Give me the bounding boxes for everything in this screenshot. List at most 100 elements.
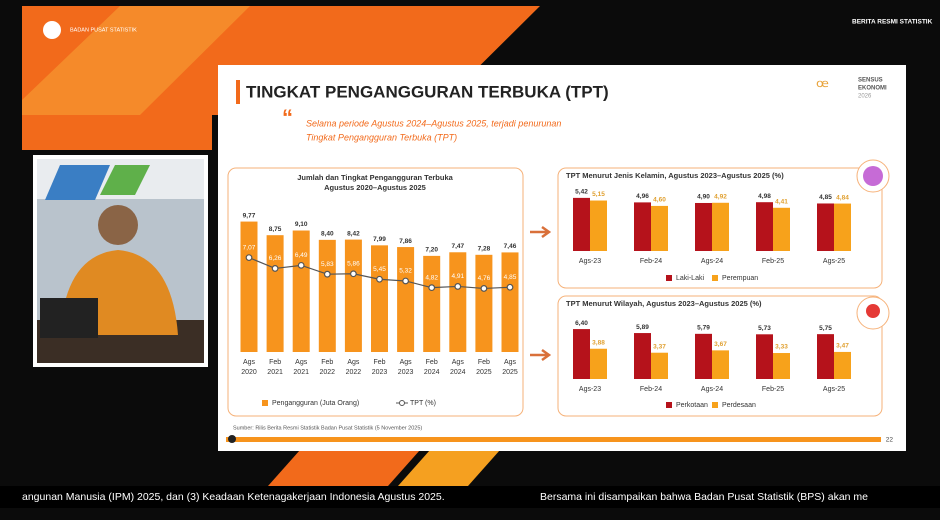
laptop (40, 298, 98, 338)
region-icon-fill (866, 304, 880, 318)
brand-logo: ꟹ (816, 76, 829, 98)
brand-text: 2026 (858, 94, 872, 100)
data-label: 4,82 (425, 274, 438, 281)
logo-text: BADAN PUSAT STATISTIK (70, 27, 137, 33)
line-point (297, 261, 305, 269)
bar (397, 247, 415, 352)
bar (712, 202, 729, 251)
ticker-text: angunan Manusia (IPM) 2025, dan (3) Kead… (22, 491, 445, 503)
data-label: 4,85 (504, 274, 517, 281)
line-point (480, 285, 488, 292)
legend-swatch (712, 275, 718, 281)
legend-swatch (666, 402, 672, 408)
data-label: 5,86 (347, 260, 360, 267)
legend-swatch (666, 275, 672, 281)
orange-shape-bottom (260, 450, 420, 495)
data-label: 5,83 (321, 261, 334, 268)
line-point (350, 270, 357, 278)
data-label: 5,45 (373, 266, 386, 273)
bar (318, 239, 336, 352)
bar (834, 203, 851, 251)
x-tick-label: Ags 2020 (241, 359, 257, 376)
data-label: 7,47 (451, 243, 464, 250)
bar (344, 239, 362, 352)
x-tick-label: Feb 2021 (267, 359, 283, 376)
bar (475, 254, 493, 352)
data-label: 3,37 (653, 343, 666, 350)
data-label: 8,40 (321, 231, 334, 238)
program-name: BERITA RESMI STATISTIK (852, 19, 933, 26)
quote-mark: “ (282, 105, 293, 130)
page-number: 22 (886, 437, 894, 444)
bar (834, 351, 851, 379)
data-label: 4,76 (478, 275, 491, 282)
bar (817, 334, 834, 379)
data-label: 5,32 (399, 268, 412, 275)
bar (449, 252, 467, 352)
ticker-bar (0, 486, 940, 508)
data-label: 5,79 (697, 325, 710, 332)
bar (266, 235, 284, 352)
chart-subtitle: Agustus 2020–Agustus 2025 (324, 183, 426, 192)
wall-logo (45, 165, 110, 200)
x-tick-label: Ags-23 (579, 258, 601, 265)
data-label: 4,96 (636, 193, 649, 200)
line-point (376, 275, 383, 283)
x-tick-label: Ags 2021 (293, 359, 309, 376)
chart-title: Jumlah dan Tingkat Pengangguran Terbuka (297, 173, 453, 182)
data-label: 5,89 (636, 324, 649, 331)
bar (590, 348, 607, 379)
line-point (428, 284, 436, 292)
bar (695, 202, 712, 251)
data-label: 4,84 (836, 194, 849, 201)
x-tick-label: Ags-25 (823, 258, 845, 265)
data-label: 6,26 (269, 255, 282, 262)
slide-title: TINGKAT PENGANGGURAN TERBUKA (TPT) (246, 82, 609, 101)
bar (501, 252, 519, 352)
line-point (454, 283, 462, 290)
bar (634, 202, 651, 251)
bar (240, 221, 258, 352)
data-label: 9,10 (295, 221, 308, 228)
data-label: 7,86 (399, 238, 412, 245)
x-tick-label: Ags-24 (701, 258, 723, 265)
bar (573, 329, 590, 379)
data-label: 3,33 (775, 344, 788, 351)
bar (695, 333, 712, 379)
data-label: 5,73 (758, 325, 771, 332)
legend-label: Laki-Laki (676, 275, 704, 282)
chart-title: TPT Menurut Jenis Kelamin, Agustus 2023–… (566, 171, 784, 180)
bar (590, 200, 607, 251)
legend-label: Pengangguran (Juta Orang) (272, 400, 359, 407)
legend-label: TPT (%) (410, 400, 436, 407)
data-label: 4,85 (819, 194, 832, 201)
source: Sumber: Rilis Berita Resmi Statistik Bad… (233, 425, 422, 431)
x-tick-label: Feb-24 (640, 258, 662, 265)
arrow (530, 225, 552, 239)
x-tick-label: Ags 2025 (502, 359, 518, 376)
x-tick-label: Feb 2025 (476, 359, 492, 376)
x-tick-label: Feb 2022 (320, 359, 336, 376)
data-label: 4,90 (697, 194, 710, 201)
line-point (506, 283, 514, 291)
line-point (271, 265, 279, 272)
data-label: 5,75 (819, 325, 832, 332)
data-label: 4,98 (758, 193, 771, 200)
bar (651, 205, 668, 251)
x-tick-label: Feb-25 (762, 386, 784, 393)
data-label: 4,41 (775, 199, 788, 206)
x-tick-label: Feb 2023 (372, 359, 388, 376)
data-label: 5,15 (592, 191, 605, 198)
x-tick-label: Ags-24 (701, 386, 723, 393)
data-label: 6,40 (575, 320, 588, 327)
bar (756, 334, 773, 379)
legend-swatch (399, 400, 405, 406)
data-label: 7,07 (243, 244, 256, 251)
data-label: 4,91 (451, 273, 464, 280)
data-label: 3,67 (714, 341, 727, 348)
x-tick-label: Ags-23 (579, 386, 601, 393)
legend-label: Perkotaan (676, 402, 708, 409)
bar (651, 352, 668, 379)
